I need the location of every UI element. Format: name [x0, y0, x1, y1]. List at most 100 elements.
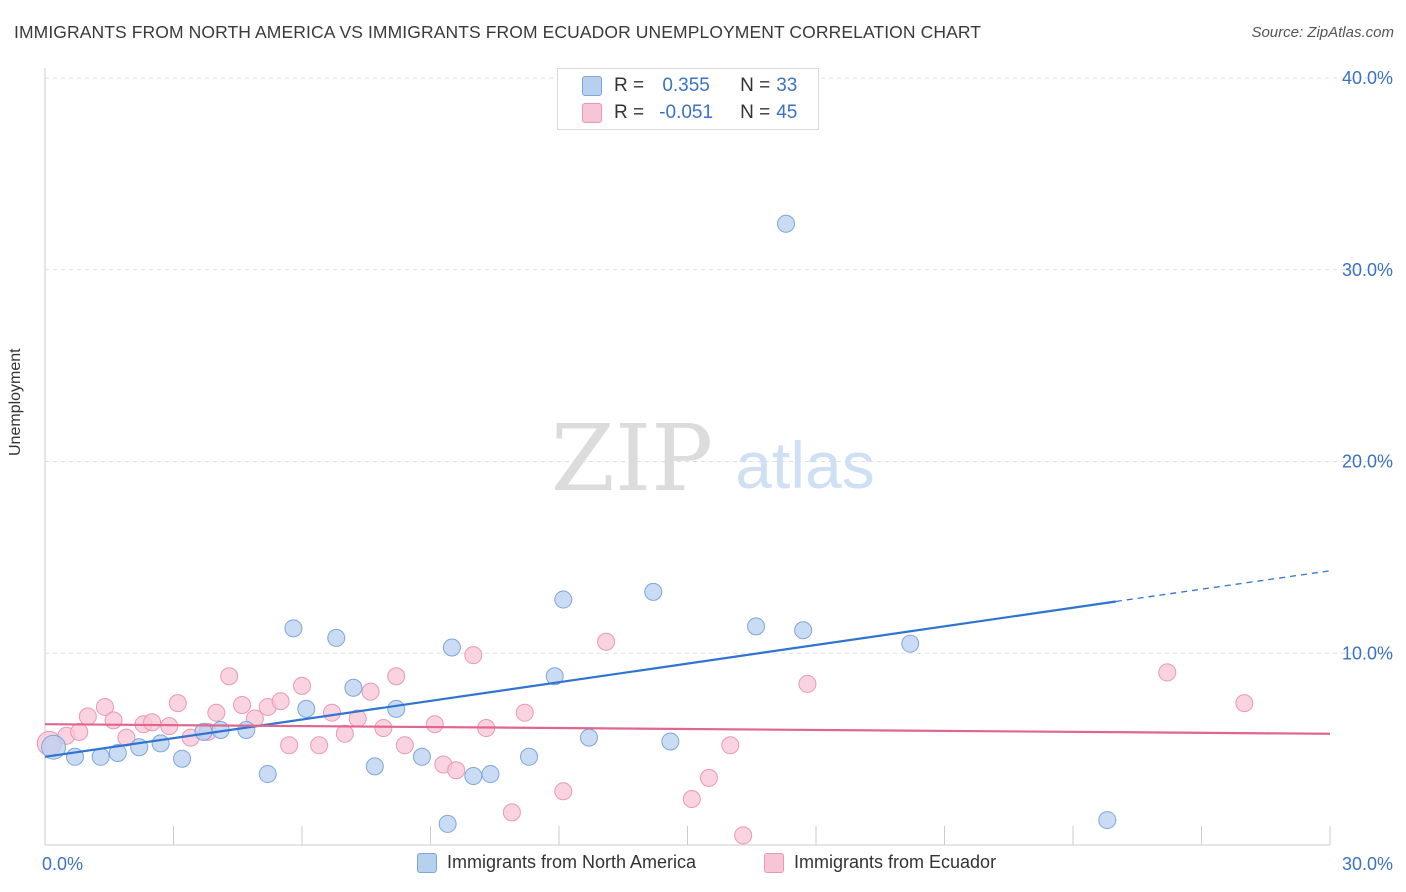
y-tick-label: 40.0% — [1342, 68, 1393, 88]
ecuador-point — [425, 715, 444, 734]
swatch-blue — [582, 76, 602, 96]
north-america-point — [173, 749, 192, 768]
series-ecuador — [36, 632, 1254, 845]
north-america-point — [284, 619, 303, 638]
x-tick-label: 0.0% — [42, 854, 83, 874]
north-america-trend-extension — [1115, 570, 1331, 603]
ecuador-point — [322, 703, 341, 722]
x-tick-label: 30.0% — [1342, 854, 1393, 874]
ecuador-point — [699, 768, 718, 787]
y-tick-labels: 10.0% 20.0% 30.0% 40.0% — [1342, 68, 1393, 663]
ecuador-point — [168, 694, 187, 713]
ecuador-point — [280, 736, 299, 755]
north-america-trend-line — [44, 600, 1116, 758]
stats-legend: R = 0.355 N = 33 R = -0.051 N = 45 — [557, 68, 819, 130]
north-america-point — [258, 765, 277, 784]
ecuador-point — [395, 736, 414, 755]
r-label: R = — [614, 75, 645, 96]
north-america-point — [554, 590, 573, 609]
ecuador-point — [207, 703, 226, 722]
north-america-point — [442, 638, 461, 657]
stats-row-ecuador: R = -0.051 N = 45 — [582, 100, 797, 126]
ecuador-point — [682, 789, 701, 808]
legend-swatch-pink — [764, 852, 784, 873]
ecuador-point — [143, 713, 162, 732]
chart-title: IMMIGRANTS FROM NORTH AMERICA VS IMMIGRA… — [14, 22, 982, 42]
ecuador-point — [310, 736, 329, 755]
ecuador-trend-line — [44, 723, 1331, 735]
ecuador-point — [1235, 694, 1254, 713]
y-tick-label: 20.0% — [1342, 452, 1393, 472]
trend-lines — [44, 570, 1331, 758]
n-label: N = — [740, 75, 771, 96]
y-tick-label: 10.0% — [1342, 643, 1393, 663]
ecuador-point — [271, 692, 290, 711]
watermark-zip: ZIP — [551, 405, 713, 512]
ecuador-point — [502, 803, 521, 822]
ecuador-point — [104, 711, 123, 730]
legend-item-ecuador: Immigrants from Ecuador — [764, 852, 996, 873]
legend-label: Immigrants from North America — [447, 852, 697, 872]
ecuador-point — [554, 782, 573, 801]
grid-lines — [45, 77, 1392, 654]
ecuador-point — [597, 632, 616, 651]
ecuador-point — [293, 676, 311, 695]
swatch-pink — [582, 103, 602, 123]
north-america-point — [387, 699, 406, 718]
ecuador-point — [464, 646, 483, 665]
x-ticks — [173, 826, 1331, 845]
north-america-point — [438, 814, 457, 833]
ecuador-point — [95, 697, 114, 716]
north-america-point — [777, 214, 796, 233]
north-america-point — [151, 734, 170, 753]
north-america-point — [644, 582, 663, 601]
north-america-point — [901, 634, 920, 653]
n-value: 45 — [776, 102, 798, 123]
ecuador-point — [361, 682, 380, 701]
north-america-point — [365, 757, 384, 776]
north-america-point — [747, 617, 766, 636]
north-america-point — [579, 728, 598, 747]
series-legend: Immigrants from North America Immigrants… — [0, 852, 1406, 878]
north-america-point — [520, 747, 539, 766]
north-america-point — [1098, 811, 1117, 830]
north-america-point — [794, 621, 813, 640]
north-america-point — [344, 678, 363, 697]
n-label: N = — [740, 102, 771, 123]
ecuador-point — [798, 674, 817, 693]
ecuador-point — [335, 724, 354, 743]
r-value: -0.051 — [659, 102, 714, 123]
ecuador-point — [515, 703, 534, 722]
legend-item-north-america: Immigrants from North America — [417, 852, 696, 873]
north-america-point — [297, 699, 316, 718]
ecuador-point — [70, 722, 89, 741]
north-america-point — [327, 628, 346, 647]
ecuador-point — [387, 667, 406, 686]
legend-label: Immigrants from Ecuador — [794, 852, 997, 872]
north-america-point — [41, 734, 67, 760]
ecuador-point — [721, 736, 740, 755]
r-value: 0.355 — [662, 75, 710, 96]
watermark: ZIP atlas — [551, 405, 875, 512]
n-value: 33 — [776, 75, 798, 96]
r-label: R = — [614, 102, 645, 123]
ecuador-point — [374, 719, 393, 738]
north-america-point — [108, 743, 127, 762]
north-america-point — [412, 747, 431, 766]
north-america-point — [91, 747, 110, 766]
watermark-atlas: atlas — [735, 428, 874, 502]
ecuador-point — [734, 826, 753, 845]
ecuador-point — [233, 696, 252, 715]
legend-swatch-blue — [417, 852, 437, 873]
y-tick-label: 30.0% — [1342, 260, 1393, 280]
ecuador-point — [220, 667, 239, 686]
north-america-point — [481, 765, 500, 784]
north-america-point — [661, 732, 680, 751]
x-tick-labels: 0.0% 30.0% — [42, 854, 1393, 874]
north-america-point — [464, 766, 483, 785]
north-america-point — [237, 720, 256, 739]
y-axis-label: Unemployment — [7, 348, 24, 456]
ecuador-point — [117, 728, 136, 747]
chart-source: Source: ZipAtlas.com — [1251, 24, 1394, 41]
